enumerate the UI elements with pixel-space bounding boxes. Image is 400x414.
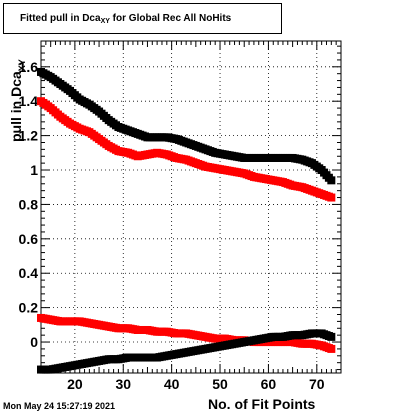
- y-tick-label: 0.8: [19, 196, 39, 212]
- datestamp: Mon May 24 15:27:19 2021: [3, 401, 116, 411]
- data-point: [327, 193, 336, 202]
- x-axis-label: No. of Fit Points: [208, 396, 316, 412]
- y-axis-label-subscript: XY: [17, 59, 27, 72]
- y-tick-label: 0.2: [19, 300, 39, 316]
- y-tick-label: 1: [30, 162, 38, 178]
- data-point: [327, 176, 336, 185]
- data-point: [327, 344, 336, 353]
- x-tick-label: 50: [212, 376, 228, 392]
- chart-title-rest: for Global Rec All NoHits: [109, 13, 232, 24]
- plot-frame: [40, 40, 342, 374]
- chart-title-main: Fitted pull in Dca: [20, 13, 101, 24]
- y-tick-label: 1.4: [19, 93, 39, 109]
- data-point: [327, 332, 336, 341]
- chart-title: Fitted pull in Dca XY for Global Rec All …: [3, 3, 282, 34]
- y-tick-label: 1.6: [19, 59, 39, 75]
- y-tick-label: 0.6: [19, 231, 39, 247]
- y-axis-label: pull in DcaXY: [8, 50, 27, 150]
- x-tick-label: 30: [115, 376, 131, 392]
- chart-title-subscript: XY: [100, 18, 110, 25]
- y-tick-label: 0: [30, 334, 38, 350]
- x-tick-label: 60: [261, 376, 277, 392]
- y-tick-label: 0.4: [19, 265, 39, 281]
- x-tick-label: 40: [164, 376, 180, 392]
- x-tick-label: 20: [67, 376, 83, 392]
- y-tick-label: 1.2: [19, 128, 39, 144]
- y-axis-label-main: pull in Dca: [8, 71, 24, 142]
- x-tick-label: 70: [309, 376, 325, 392]
